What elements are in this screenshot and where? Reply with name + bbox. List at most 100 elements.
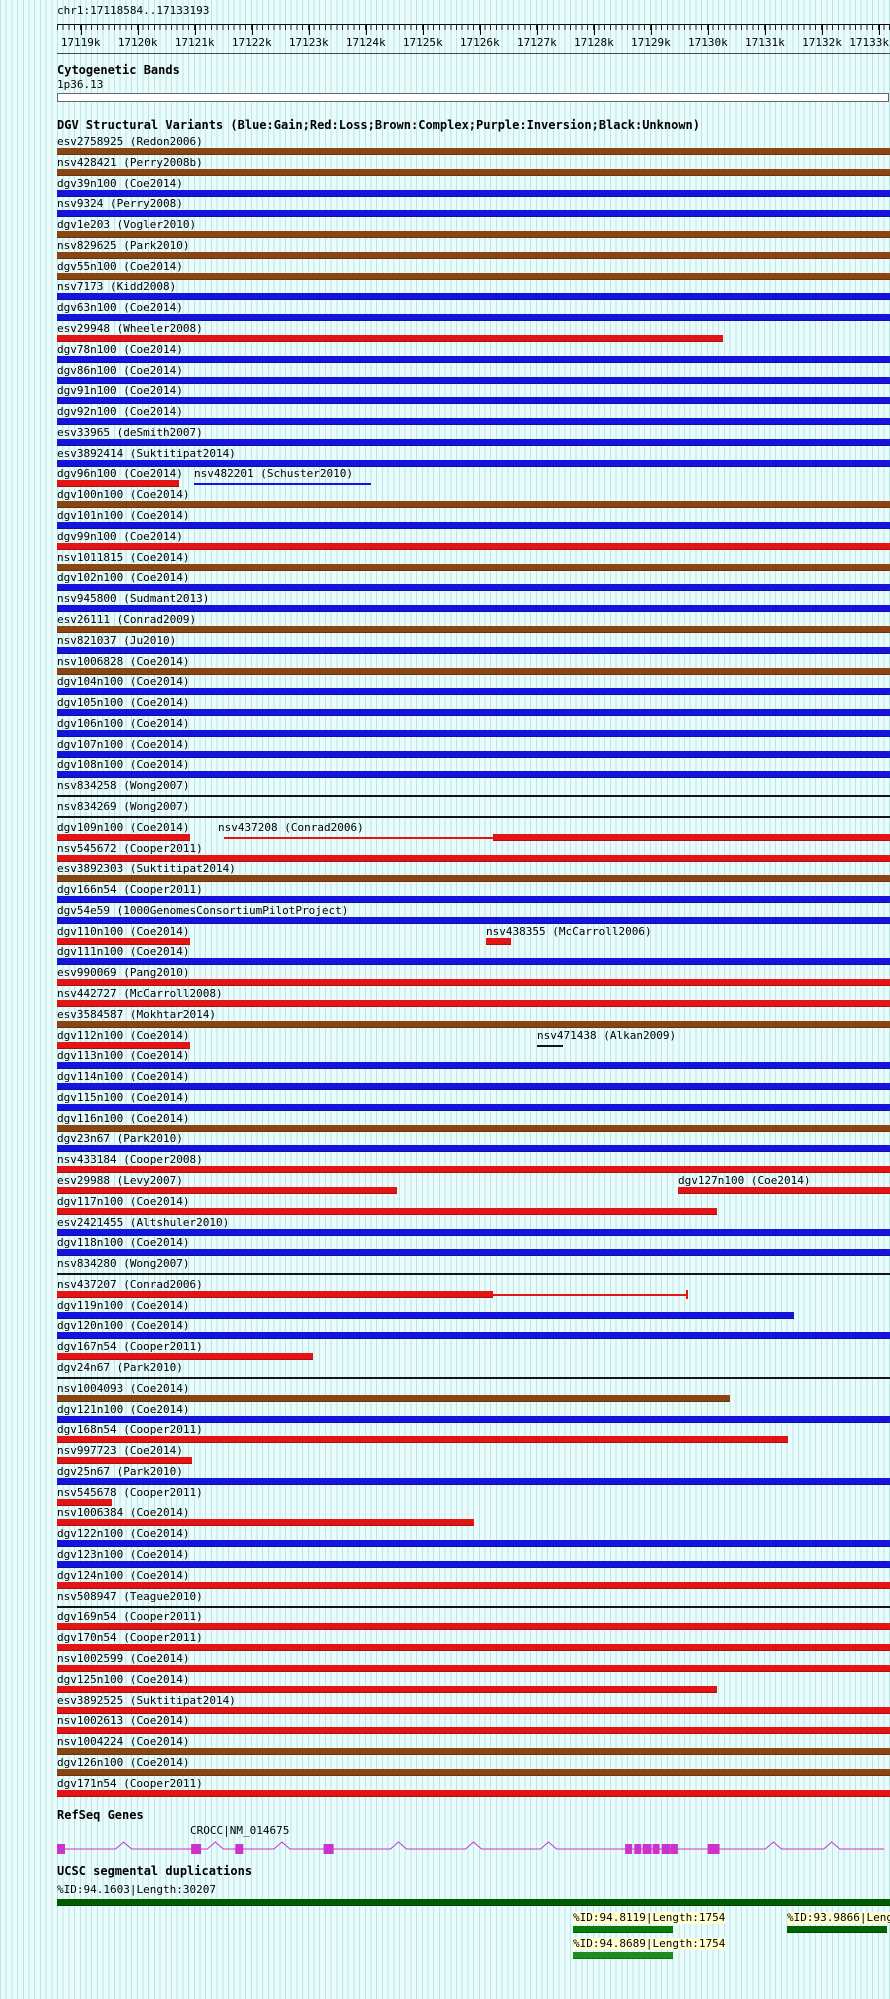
variant-label[interactable]: esv3892414 (Suktitipat2014) [57,447,236,460]
variant-bar[interactable] [57,795,890,797]
variant-bar[interactable] [57,1519,474,1526]
variant-label[interactable]: nsv437207 (Conrad2006) [57,1278,203,1291]
variant-label[interactable]: nsv7173 (Kidd2008) [57,280,177,293]
variant-bar[interactable] [57,1145,890,1152]
variant-bar[interactable] [57,855,890,862]
variant-label[interactable]: dgv114n100 (Coe2014) [57,1070,190,1083]
variant-label[interactable]: nsv1004093 (Coe2014) [57,1382,190,1395]
variant-label[interactable]: nsv997723 (Coe2014) [57,1444,183,1457]
variant-bar[interactable] [57,1273,890,1275]
variant-extra-bar[interactable] [678,1187,890,1194]
gene-exon[interactable] [670,1844,678,1854]
variant-label[interactable]: dgv125n100 (Coe2014) [57,1673,190,1686]
gene-exon[interactable] [661,1844,671,1854]
variant-bar[interactable] [57,1166,890,1173]
variant-label[interactable]: nsv834258 (Wong2007) [57,779,190,792]
variant-bar[interactable] [57,1353,313,1360]
variant-bar[interactable] [57,1561,890,1568]
variant-label[interactable]: dgv91n100 (Coe2014) [57,384,183,397]
variant-extra-line[interactable] [537,1045,563,1047]
gene-exon[interactable] [235,1844,244,1854]
variant-label[interactable]: dgv63n100 (Coe2014) [57,301,183,314]
variant-label[interactable]: dgv115n100 (Coe2014) [57,1091,190,1104]
cytoband-label[interactable]: 1p36.13 [57,78,104,91]
variant-label[interactable]: dgv102n100 (Coe2014) [57,571,190,584]
variant-label[interactable]: dgv121n100 (Coe2014) [57,1403,190,1416]
variant-bar[interactable] [57,273,890,280]
gene-glyph[interactable] [57,1838,890,1860]
gene-exon[interactable] [57,1844,65,1854]
variant-label[interactable]: esv29948 (Wheeler2008) [57,322,203,335]
variant-label[interactable]: nsv9324 (Perry2008) [57,197,183,210]
variant-bar[interactable] [57,730,890,737]
variant-label[interactable]: dgv124n100 (Coe2014) [57,1569,190,1582]
variant-bar[interactable] [57,1582,890,1589]
variant-label[interactable]: dgv105n100 (Coe2014) [57,696,190,709]
gene-exon[interactable] [707,1844,720,1854]
variant-bar[interactable] [57,1312,794,1319]
variant-bar[interactable] [57,626,890,633]
variant-bar[interactable] [57,169,890,176]
variant-label[interactable]: nsv428421 (Perry2008b) [57,156,203,169]
variant-bar[interactable] [57,564,890,571]
variant-bar[interactable] [57,1229,890,1236]
variant-label[interactable]: esv26111 (Conrad2009) [57,613,197,626]
variant-label[interactable]: dgv107n100 (Coe2014) [57,738,190,751]
variant-label[interactable]: esv3584587 (Mokhtar2014) [57,1008,216,1021]
variant-bar[interactable] [57,439,890,446]
variant-label[interactable]: nsv1006384 (Coe2014) [57,1506,190,1519]
variant-bar[interactable] [57,1042,190,1049]
gene-exon[interactable] [652,1844,660,1854]
variant-bar[interactable] [57,979,890,986]
variant-label[interactable]: nsv834269 (Wong2007) [57,800,190,813]
variant-bar[interactable] [57,1208,717,1215]
variant-label[interactable]: esv29988 (Levy2007) [57,1174,183,1187]
segdup-bar[interactable] [573,1952,673,1959]
variant-bar[interactable] [57,1416,890,1423]
variant-extra-line[interactable] [194,483,371,485]
variant-bar[interactable] [57,1395,730,1402]
variant-bar[interactable] [57,543,890,550]
variant-bar[interactable] [57,335,723,342]
variant-label[interactable]: dgv168n54 (Cooper2011) [57,1423,203,1436]
variant-label[interactable]: dgv86n100 (Coe2014) [57,364,183,377]
variant-label[interactable]: dgv111n100 (Coe2014) [57,945,190,958]
variant-bar[interactable] [57,816,890,818]
variant-label[interactable]: nsv1004224 (Coe2014) [57,1735,190,1748]
segdup-label[interactable]: %ID:94.8119|Length:1754 [573,1911,726,1924]
variant-bar[interactable] [57,709,890,716]
variant-label[interactable]: dgv101n100 (Coe2014) [57,509,190,522]
variant-label[interactable]: dgv170n54 (Cooper2011) [57,1631,203,1644]
variant-bar[interactable] [57,917,890,924]
variant-bar[interactable] [57,1125,890,1132]
variant-extra-label[interactable]: nsv482201 (Schuster2010) [194,467,353,480]
variant-label[interactable]: dgv99n100 (Coe2014) [57,530,183,543]
gene-label[interactable]: CROCC|NM_014675 [190,1824,290,1837]
variant-bar[interactable] [57,1436,788,1443]
gene-exon[interactable] [191,1844,202,1854]
variant-label[interactable]: dgv55n100 (Coe2014) [57,260,183,273]
variant-label[interactable]: esv2421455 (Altshuler2010) [57,1216,230,1229]
variant-label[interactable]: dgv117n100 (Coe2014) [57,1195,190,1208]
variant-label[interactable]: dgv122n100 (Coe2014) [57,1527,190,1540]
variant-bar[interactable] [57,377,890,384]
variant-label[interactable]: dgv167n54 (Cooper2011) [57,1340,203,1353]
variant-bar[interactable] [57,148,890,155]
gene-exon[interactable] [634,1844,642,1854]
variant-bar[interactable] [57,1021,890,1028]
variant-bar[interactable] [57,584,890,591]
variant-bar[interactable] [57,1644,890,1651]
variant-bar[interactable] [57,1332,890,1339]
variant-bar[interactable] [57,896,890,903]
variant-label[interactable]: dgv24n67 (Park2010) [57,1361,183,1374]
variant-label[interactable]: nsv1002599 (Coe2014) [57,1652,190,1665]
variant-bar[interactable] [57,668,890,675]
variant-bar[interactable] [57,1686,717,1693]
variant-extra-label[interactable]: nsv438355 (McCarroll2006) [486,925,652,938]
variant-label[interactable]: dgv25n67 (Park2010) [57,1465,183,1478]
variant-label[interactable]: dgv39n100 (Coe2014) [57,177,183,190]
segdup-label[interactable]: %ID:94.1603|Length:30207 [57,1883,216,1896]
variant-extra-bar[interactable] [486,938,511,945]
variant-bar[interactable] [57,1606,890,1608]
variant-label[interactable]: dgv123n100 (Coe2014) [57,1548,190,1561]
